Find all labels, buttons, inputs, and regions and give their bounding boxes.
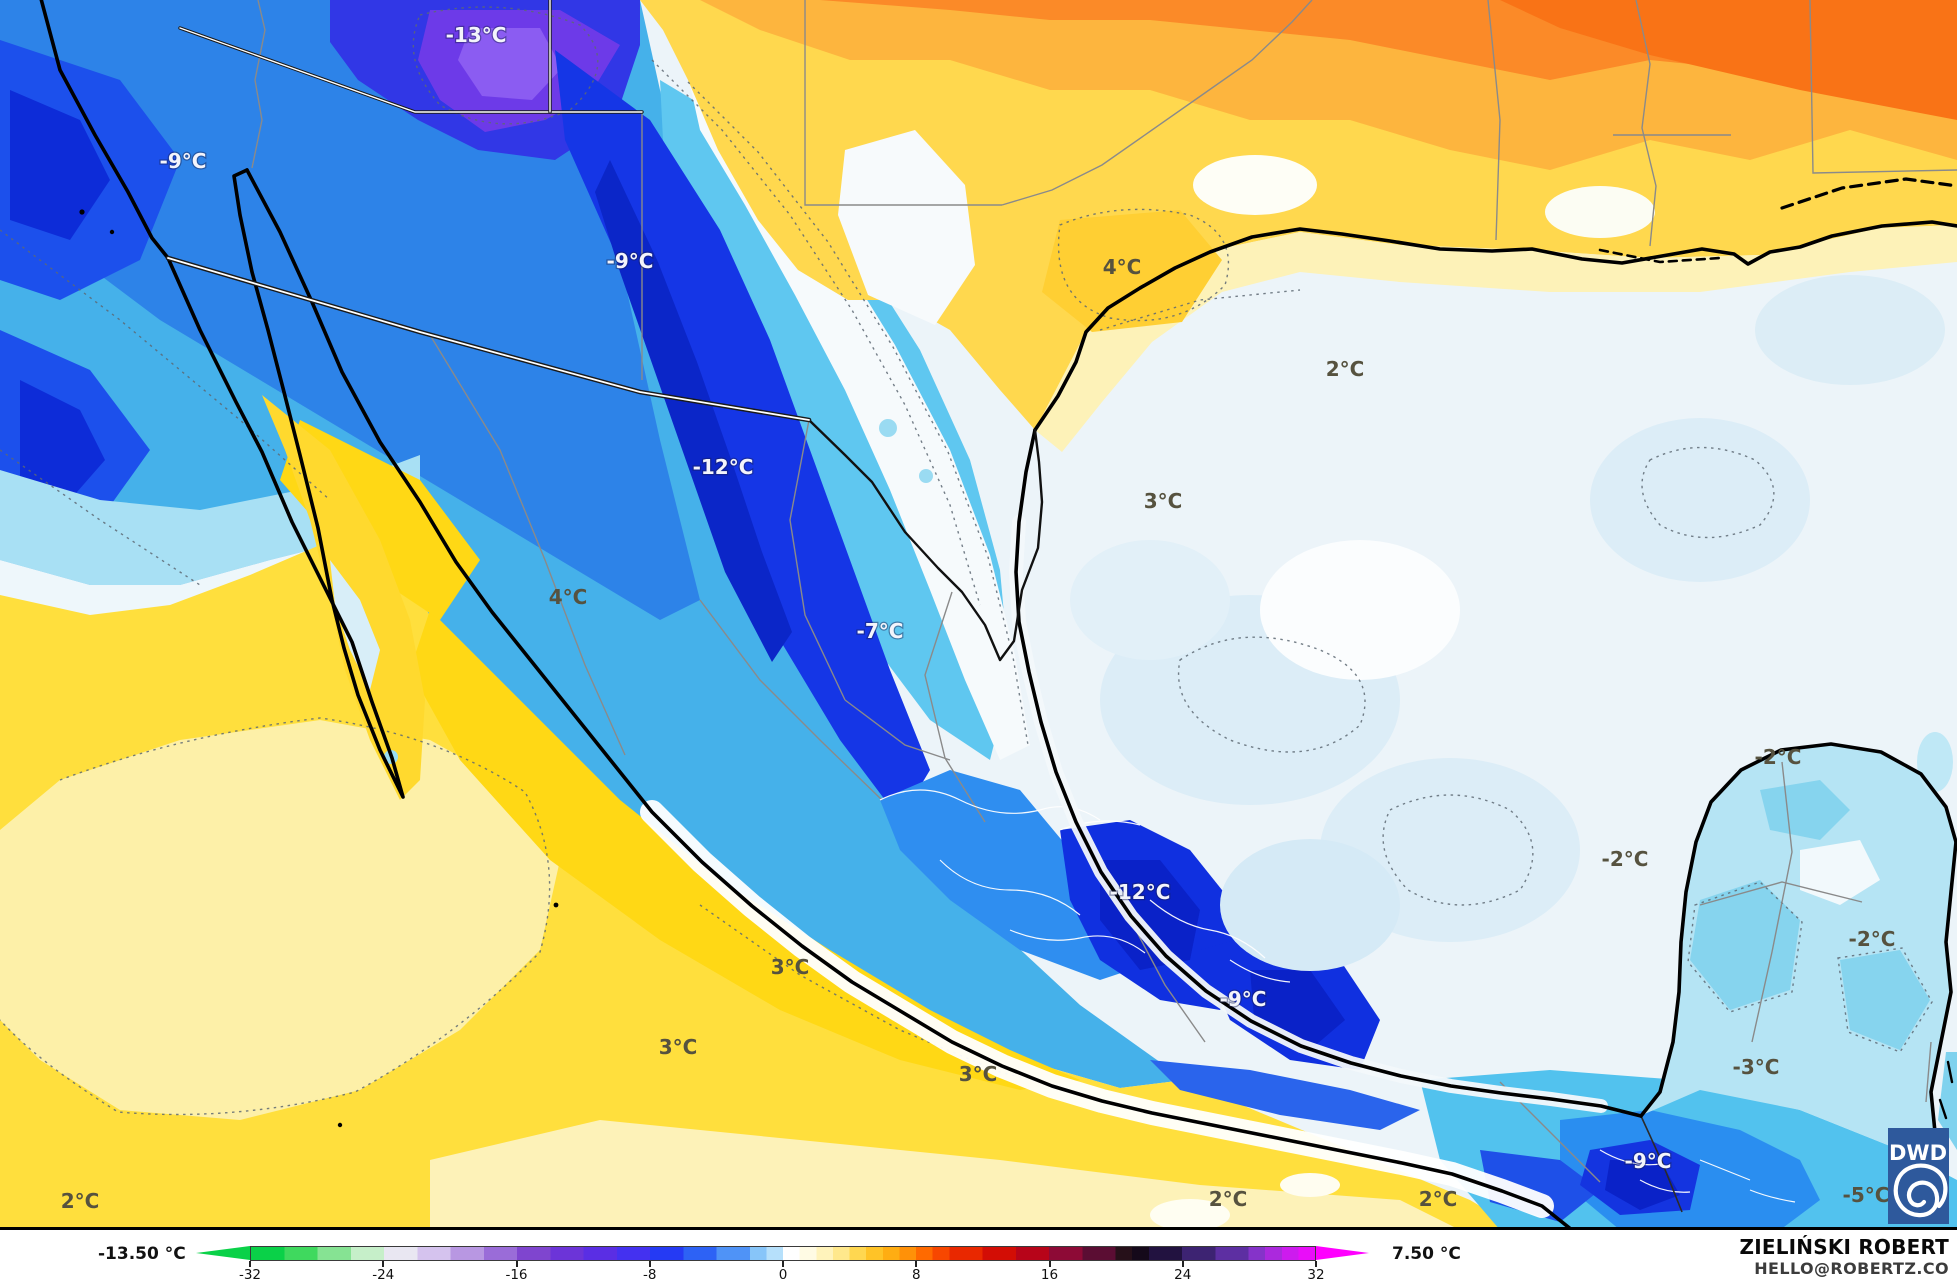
temp-label: 3°C bbox=[771, 955, 810, 979]
colorbar-tick-label: 0 bbox=[778, 1267, 788, 1283]
colorbar-tick-label: -24 bbox=[372, 1267, 395, 1283]
us-borders bbox=[165, 0, 812, 423]
colorbar-tick-mark bbox=[515, 1261, 518, 1267]
temp-label: -2°C bbox=[1602, 847, 1649, 871]
dwd-spiral-icon bbox=[1893, 1163, 1948, 1218]
colorbar-tick-label: 16 bbox=[1040, 1267, 1059, 1283]
colorbar-right-arrow bbox=[1316, 1246, 1369, 1260]
temperature-anomaly-map: -13°C -9°C -9°C 4°C 2°C -12°C 3°C 4°C -7°C -2°C -2… bbox=[0, 0, 1957, 1230]
temp-label: -12°C bbox=[693, 455, 754, 479]
state-borders bbox=[251, 0, 1957, 1213]
colorbar-tick-mark bbox=[1048, 1261, 1051, 1267]
map-frame-bottom bbox=[0, 1227, 1957, 1230]
temp-label: -2°C bbox=[1755, 745, 1802, 769]
colorbar-tick-label: 8 bbox=[911, 1267, 921, 1283]
temp-label: -5°C bbox=[1843, 1183, 1890, 1207]
temp-label: 3°C bbox=[1144, 489, 1183, 513]
temp-label: 2°C bbox=[1326, 357, 1365, 381]
temp-label: -2°C bbox=[1849, 927, 1896, 951]
colorbar-max-label: 7.50 °C bbox=[1392, 1244, 1461, 1264]
temp-label: 2°C bbox=[61, 1189, 100, 1213]
colorbar-tick-mark bbox=[1315, 1261, 1317, 1267]
colorbar-tick-mark bbox=[782, 1261, 784, 1267]
temp-label: -9°C bbox=[607, 249, 654, 273]
temp-label: 2°C bbox=[1209, 1187, 1248, 1211]
temp-label: 4°C bbox=[1103, 255, 1142, 279]
credit-email: HELLO@ROBERTZ.CO bbox=[1754, 1259, 1949, 1278]
colorbar-tick-mark bbox=[648, 1261, 651, 1267]
colorbar-tick-label: -8 bbox=[643, 1267, 657, 1283]
temp-label: -3°C bbox=[1733, 1055, 1780, 1079]
colorbar-tick-label: 24 bbox=[1174, 1267, 1192, 1283]
temp-label: -9°C bbox=[1220, 987, 1267, 1011]
credit-author: ZIELIŃSKI ROBERT bbox=[1739, 1235, 1949, 1259]
temp-label: 4°C bbox=[549, 585, 588, 609]
dwd-logo: DWD bbox=[1888, 1128, 1949, 1224]
temp-label: 3°C bbox=[659, 1035, 698, 1059]
colorbar-tick-label: 32 bbox=[1307, 1267, 1325, 1283]
colorbar-gradient bbox=[250, 1246, 1316, 1261]
colorbar-tick-label: -32 bbox=[238, 1267, 262, 1283]
dwd-logo-text: DWD bbox=[1889, 1141, 1947, 1165]
colorbar-tick-label: -16 bbox=[505, 1267, 528, 1283]
temperature-labels: -13°C -9°C -9°C 4°C 2°C -12°C 3°C 4°C -7°C -2°C -2… bbox=[61, 22, 1896, 1213]
colorbar-left-arrow bbox=[196, 1246, 250, 1260]
temp-label: -9°C bbox=[1625, 1149, 1672, 1173]
colorbar-footer: -13.50 °C -32 -24 -16 -8 0 8 16 24 32 7.50 °C ZI… bbox=[0, 1230, 1957, 1287]
contour-lines bbox=[0, 6, 1933, 1116]
temp-label: -7°C bbox=[857, 619, 904, 643]
colorbar-min-label: -13.50 °C bbox=[98, 1244, 186, 1264]
colorbar-tick-mark bbox=[382, 1261, 385, 1267]
coastlines bbox=[39, 0, 1957, 1230]
temp-label: 3°C bbox=[959, 1062, 998, 1086]
temp-label: -12°C bbox=[1110, 880, 1171, 904]
temp-label: -13°C bbox=[446, 23, 507, 47]
temp-label: -9°C bbox=[160, 149, 207, 173]
colorbar-tick-mark bbox=[1181, 1261, 1184, 1267]
weather-map: -13°C -9°C -9°C 4°C 2°C -12°C 3°C 4°C -7°C -2°C -2… bbox=[0, 0, 1957, 1230]
colorbar-tick-mark bbox=[915, 1261, 918, 1267]
temp-label: 2°C bbox=[1419, 1187, 1458, 1211]
colorbar-tick-mark bbox=[249, 1261, 251, 1267]
